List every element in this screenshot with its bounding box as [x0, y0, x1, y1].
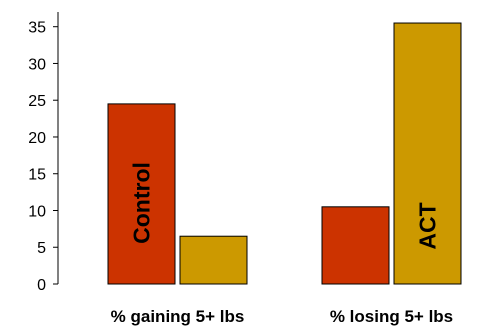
y-tick-label: 20 [28, 130, 46, 147]
y-tick-label: 25 [28, 93, 46, 110]
x-category-label: % losing 5+ lbs [330, 307, 453, 326]
x-category-label: % gaining 5+ lbs [111, 307, 245, 326]
axes: 0 5 10 15 20 25 30 35 [28, 12, 59, 294]
y-tick-label: 35 [28, 20, 46, 37]
series-label-control: Control [129, 162, 155, 244]
y-tick-label: 0 [37, 277, 46, 294]
labels: % gaining 5+ lbs % losing 5+ lbs Control AC… [111, 162, 453, 326]
y-tick-label: 30 [28, 56, 46, 73]
y-tick-label: 5 [37, 240, 46, 257]
bars [107, 22, 462, 285]
bar-act-2 [393, 22, 462, 285]
y-tick-label: 10 [28, 203, 46, 220]
bar-act-1 [179, 235, 248, 285]
y-tick-label: 15 [28, 167, 46, 184]
bar-control-1 [107, 103, 176, 285]
bar-control-2 [321, 206, 390, 285]
series-label-act: ACT [415, 202, 441, 249]
